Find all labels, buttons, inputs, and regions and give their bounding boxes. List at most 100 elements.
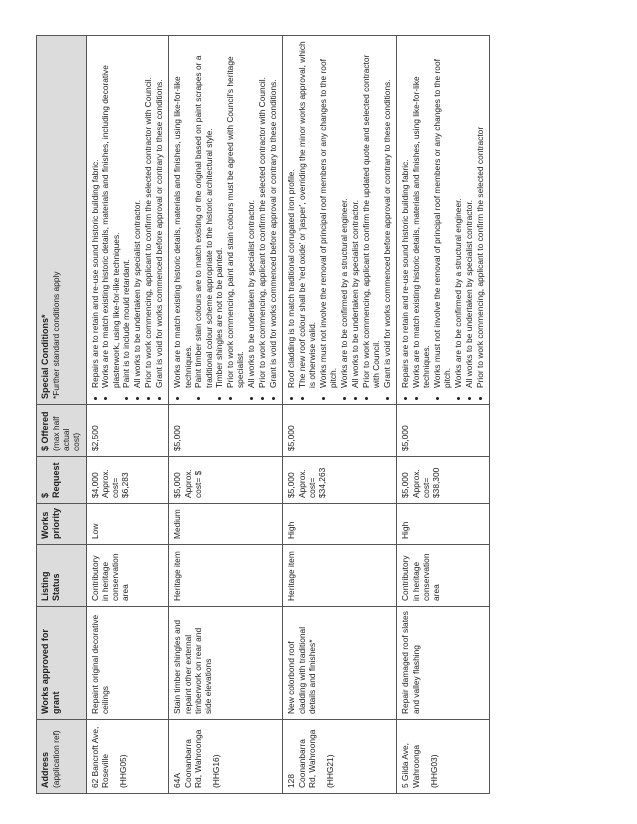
request-amount: $5,000 [172, 472, 183, 498]
conditions-cell: Works are to match existing historic det… [168, 35, 283, 405]
address-cell: 64A Coonanbarra Rd, Wahroonga (HHG16) [168, 719, 283, 794]
priority-cell: Medium [168, 503, 283, 545]
works-cell: New colorbond roof cladding with traditi… [282, 606, 397, 720]
request-cell: $4,000 Approx. cost= $6,283 [86, 456, 169, 504]
condition-item: Works are to be confirmed by a structura… [453, 40, 463, 388]
approx-label: Approx. [182, 469, 193, 498]
listing-cell: Heritage item [282, 544, 397, 607]
header-address: Address (application ref) [36, 719, 87, 794]
approx-cost-label: cost= [306, 477, 317, 498]
header-works: Works approved for grant [36, 606, 87, 720]
address-text: 5 Gilda Ave, Wahroonga [400, 742, 421, 788]
condition-item: The new roof colour shall be 'red oxide'… [297, 40, 318, 388]
condition-item: Grant is void for works commenced before… [268, 40, 278, 388]
table-header-row: Address (application ref) Works approved… [36, 35, 87, 794]
approx-label: Approx. [296, 469, 307, 498]
works-cell: Stain timber shingles and repaint other … [168, 606, 283, 720]
conditions-list: Repairs are to retain and re-use sound h… [90, 40, 164, 399]
condition-item: Prior to work commencing, applicant to c… [475, 40, 485, 388]
works-cell: Repaint original decorative ceilings [86, 606, 169, 720]
address-cell: 5 Gilda Ave, Wahroonga (HHG03) [396, 719, 490, 794]
request-amount: $5,000 [286, 472, 297, 498]
listing-cell: Contributory in heritage conservation ar… [86, 544, 169, 607]
condition-item: Works are to match existing historic det… [411, 40, 432, 388]
approx-cost-value: $38,300 [431, 467, 442, 498]
listing-cell: Heritage item [168, 544, 283, 607]
condition-item: Works must not involve the removal of pr… [432, 40, 453, 388]
application-ref: (HHG03) [428, 754, 439, 788]
condition-item: Prior to work commencing, applicant to c… [361, 40, 382, 388]
header-listing: Listing Status [36, 544, 87, 607]
condition-item: Works are to match existing historic det… [172, 40, 193, 388]
request-amount: $5,000 [400, 472, 411, 498]
approx-cost-label: cost= $ [192, 470, 203, 498]
header-address-label: Address [40, 751, 50, 788]
application-ref: (HHG21) [325, 754, 336, 788]
listing-cell: Contributory in heritage conservation ar… [396, 544, 490, 607]
priority-cell: Low [86, 503, 169, 545]
table-row: 62 Bancroft Ave, Roseville (HHG05) Repai… [86, 35, 169, 794]
conditions-cell: Repairs are to retain and re-use sound h… [396, 35, 490, 405]
condition-item: All works to be undertaken by specialist… [350, 40, 360, 388]
condition-item: Works are to match existing historic det… [100, 40, 121, 388]
offered-cell: $5,000 [396, 404, 490, 457]
address-text: 62 Bancroft Ave, Roseville [89, 726, 110, 788]
header-offered-label: $ Offered [40, 411, 50, 451]
condition-item: Prior to work commencing, applicant to c… [257, 40, 267, 388]
condition-item: All works to be undertaken by specialist… [132, 40, 142, 388]
condition-item: All works to be undertaken by specialist… [246, 40, 256, 388]
request-cell: $5,000 Approx. cost= $ [168, 456, 283, 504]
application-ref: (HHG16) [211, 754, 222, 788]
address-cell: 62 Bancroft Ave, Roseville (HHG05) [86, 719, 169, 794]
condition-item: Works must not involve the removal of pr… [318, 40, 339, 388]
condition-item: Repairs are to retain and re-use sound h… [90, 40, 100, 388]
condition-item: Prior to work commencing, paint and stai… [225, 40, 246, 388]
approx-cost-label: cost= [420, 477, 431, 498]
condition-item: Repairs are to retain and re-use sound h… [400, 40, 410, 388]
offered-cell: $5,000 [168, 404, 283, 457]
application-ref: (HHG05) [118, 754, 129, 788]
table-row: 128 Coonanbarra Rd, Wahroonga (HHG21) Ne… [282, 35, 397, 794]
address-text: 64A Coonanbarra Rd, Wahroonga [172, 729, 203, 788]
request-cell: $5,000 Approx. cost= $34,263 [282, 456, 397, 504]
approx-label: Approx. [410, 469, 421, 498]
header-offered: $ Offered (max half actual cost) [36, 404, 87, 457]
conditions-cell: Roof cladding is to match traditional co… [282, 35, 397, 405]
approx-cost-value: $6,283 [120, 472, 131, 498]
header-conditions: Special Conditions* *Further standard co… [36, 35, 87, 405]
priority-cell: High [282, 503, 397, 545]
approx-cost-label: cost= [110, 477, 121, 498]
condition-item: Grant is void for works commenced before… [154, 40, 164, 388]
conditions-list: Roof cladding is to match traditional co… [286, 40, 392, 399]
priority-cell: High [396, 503, 490, 545]
header-conditions-sub: *Further standard conditions apply [50, 271, 61, 399]
heritage-grant-table: Address (application ref) Works approved… [36, 35, 490, 794]
table-row: 64A Coonanbarra Rd, Wahroonga (HHG16) St… [168, 35, 283, 794]
works-cell: Repair damaged roof slates and valley fl… [396, 606, 490, 720]
header-conditions-label: Special Conditions* [40, 314, 50, 399]
request-cell: $5,000 Approx. cost= $38,300 [396, 456, 490, 504]
condition-item: Roof cladding is to match traditional co… [286, 40, 296, 388]
offered-cell: $5,000 [282, 404, 397, 457]
header-address-sub: (application ref) [50, 730, 61, 788]
condition-item: Timber shingles are not to be painted. [214, 40, 224, 388]
table-row: 5 Gilda Ave, Wahroonga (HHG03) Repair da… [396, 35, 490, 794]
approx-cost-value: $34,263 [317, 467, 328, 498]
address-text: 128 Coonanbarra Rd, Wahroonga [286, 729, 317, 788]
address-cell: 128 Coonanbarra Rd, Wahroonga (HHG21) [282, 719, 397, 794]
approx-label: Approx. [99, 469, 110, 498]
header-offered-sub: (max half actual cost) [50, 416, 82, 451]
condition-item: Works are to be confirmed by a structura… [339, 40, 349, 388]
condition-item: Grant is void for works commenced before… [382, 40, 392, 388]
condition-item: Prior to work commencing, applicant to c… [143, 40, 153, 388]
header-request: $ Request [36, 456, 87, 504]
condition-item: Paint timber stain colours are to match … [193, 40, 214, 388]
condition-item: All works to be undertaken by specialist… [464, 40, 474, 388]
conditions-list: Works are to match existing historic det… [172, 40, 278, 399]
conditions-cell: Repairs are to retain and re-use sound h… [86, 35, 169, 405]
header-priority: Works priority [36, 503, 87, 545]
condition-item: Paint is to include mould retardant. [121, 40, 131, 388]
offered-cell: $2,500 [86, 404, 169, 457]
request-amount: $4,000 [89, 472, 100, 498]
